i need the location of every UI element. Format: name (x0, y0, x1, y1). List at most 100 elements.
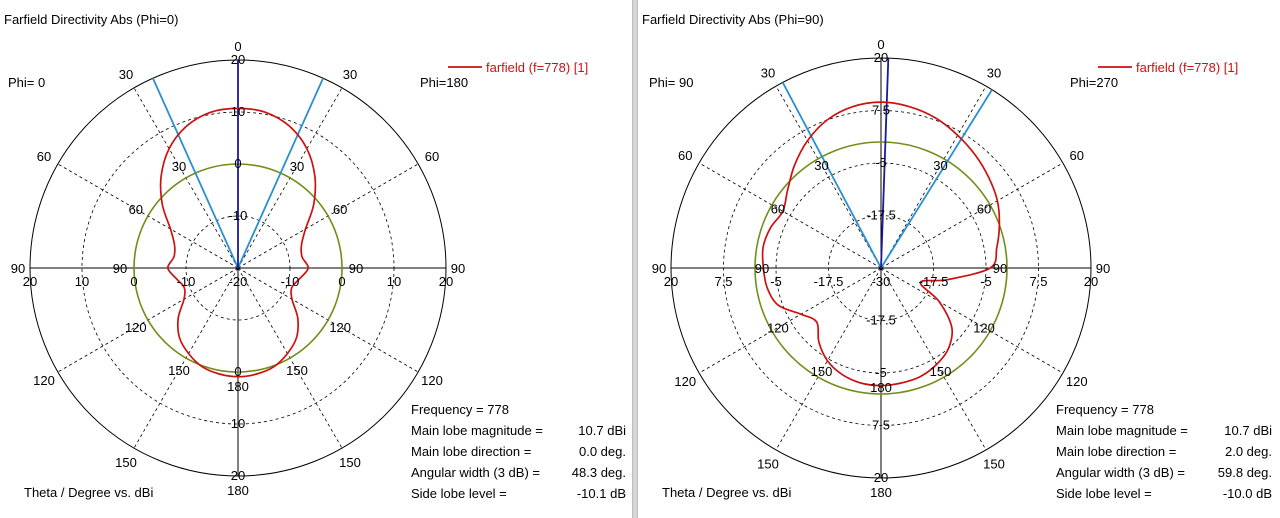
angle-label-150-right: 150 (983, 457, 1005, 472)
ring-tick-label-vertical: -10 (229, 208, 248, 223)
inner-angle-label-60-right: 60 (333, 202, 347, 217)
info-row-value: -10.1 dB (577, 486, 626, 501)
axis-label: Theta / Degree vs. dBi (24, 485, 153, 500)
inner-angle-label-150-right: 150 (286, 363, 308, 378)
grid-spoke (880, 162, 1064, 269)
ring-tick-label: -5 (770, 274, 782, 289)
angle-label-30-left: 30 (119, 67, 133, 82)
angle-label-120-right: 120 (421, 373, 443, 388)
polar-chart-phi0: Farfield Directivity Abs (Phi=0) 20 10 0 -10… (4, 12, 626, 501)
ring-tick-label-vertical: 20 (874, 470, 888, 485)
inner-angle-label-120-left: 120 (125, 320, 147, 335)
angle-label-30-right: 30 (343, 67, 357, 82)
inner-angle-label-120-right: 120 (973, 321, 995, 336)
angle-label-60-right: 60 (1069, 148, 1083, 163)
ring-tick-label-vertical: -5 (875, 365, 887, 380)
chart-title: Farfield Directivity Abs (Phi=0) (4, 12, 178, 27)
info-row-label: Main lobe magnitude = (411, 423, 543, 438)
angle-label-60-left: 60 (678, 148, 692, 163)
grid-spoke (775, 267, 882, 451)
ring-tick-label-vertical: 10 (231, 416, 245, 431)
ring-tick-label: -17.5 (919, 274, 949, 289)
info-row-value: 10.7 dBi (578, 423, 626, 438)
angle-label-150-left: 150 (115, 455, 137, 470)
beam-edge-line (880, 89, 993, 269)
phi-left-label: Phi= 90 (649, 75, 693, 90)
ring-tick-label: 7.5 (714, 274, 732, 289)
ring-tick-label-vertical: -17.5 (866, 313, 896, 328)
angle-label-180: 180 (227, 483, 249, 498)
grid-spoke (775, 85, 882, 269)
inner-angle-label-180: 180 (227, 379, 249, 394)
ring-tick-label: 20 (664, 274, 678, 289)
inner-angle-label-120-right: 120 (329, 320, 351, 335)
angle-label-120-right: 120 (1066, 374, 1088, 389)
info-row-value: 59.8 deg. (1218, 465, 1272, 480)
info-row-value: 10.7 dBi (1224, 423, 1272, 438)
pattern-series-line (761, 101, 1001, 387)
inner-angle-label-90-left: 90 (755, 261, 769, 276)
ring-tick-label-vertical: 20 (231, 52, 245, 67)
info-row-value: 48.3 deg. (572, 465, 626, 480)
ring-tick-label-vertical: 7.5 (872, 418, 890, 433)
info-row-value: 0.0 deg. (579, 444, 626, 459)
inner-angle-label-30-left: 30 (814, 158, 828, 173)
ring-tick-label: 10 (75, 274, 89, 289)
beam-edge-line (237, 77, 324, 269)
angle-label-30-left: 30 (761, 65, 775, 80)
ring-tick-label: 0 (130, 274, 137, 289)
phi-right-label: Phi=270 (1070, 75, 1118, 90)
ring-tick-label-vertical: 20 (231, 468, 245, 483)
info-row-label: Angular width (3 dB) = (411, 465, 540, 480)
angle-label-90-right: 90 (1096, 261, 1110, 276)
ring-tick-label: -17.5 (814, 274, 844, 289)
farfield-panel-phi0: Farfield Directivity Abs (Phi=0) 20 10 0 -10… (0, 0, 632, 518)
info-row-label: Side lobe level = (1056, 486, 1152, 501)
inner-angle-label-150-right: 150 (930, 364, 952, 379)
grid-spoke (880, 85, 987, 269)
ring-tick-label: 20 (1084, 274, 1098, 289)
angle-label-90-left: 90 (652, 261, 666, 276)
inner-angle-label-30-right: 30 (933, 158, 947, 173)
ring-tick-label-vertical: 7.5 (872, 103, 890, 118)
phi-left-label: Phi= 0 (8, 75, 45, 90)
ring-tick-label: 0 (338, 274, 345, 289)
ring-tick-label-vertical: -17.5 (866, 208, 896, 223)
angle-label-120-left: 120 (33, 373, 55, 388)
reference-circle (754, 141, 1008, 395)
panel-divider[interactable] (632, 0, 638, 518)
ring-tick-label: 10 (387, 274, 401, 289)
angle-label-90-right: 90 (451, 261, 465, 276)
inner-angle-label-150-left: 150 (168, 363, 190, 378)
inner-angle-label-90-right: 90 (349, 261, 363, 276)
beam-edge-line (152, 77, 239, 269)
info-frequency: Frequency = 778 (1056, 402, 1154, 417)
info-row-value: -10.0 dB (1223, 486, 1272, 501)
inner-angle-label-90-right: 90 (993, 261, 1007, 276)
legend-label: farfield (f=778) [1] (486, 60, 588, 75)
ring-tick-label: -10 (177, 274, 196, 289)
info-row-value: 2.0 deg. (1225, 444, 1272, 459)
chart-title: Farfield Directivity Abs (Phi=90) (642, 12, 824, 27)
info-row-label: Main lobe direction = (1056, 444, 1176, 459)
ring-tick-label-vertical: 20 (874, 50, 888, 65)
angle-label-150-left: 150 (757, 457, 779, 472)
ring-tick-label: 7.5 (1029, 274, 1047, 289)
angle-label-180: 180 (870, 485, 892, 500)
grid-spoke (880, 267, 1064, 374)
beam-edge-line (781, 81, 882, 269)
ring-tick-label-vertical: -5 (875, 155, 887, 170)
axis-label: Theta / Degree vs. dBi (662, 485, 791, 500)
angle-label-60-right: 60 (425, 149, 439, 164)
ring-tick-label: -10 (281, 274, 300, 289)
angle-label-90-left: 90 (11, 261, 25, 276)
inner-angle-label-30-right: 30 (290, 159, 304, 174)
info-row-label: Side lobe level = (411, 486, 507, 501)
farfield-panel-phi90: Farfield Directivity Abs (Phi=90) 20 7.5 -5… (638, 0, 1280, 518)
info-row-label: Main lobe magnitude = (1056, 423, 1188, 438)
inner-angle-label-60-left: 60 (771, 202, 785, 217)
ring-tick-label: 20 (23, 274, 37, 289)
polar-chart-phi90: Farfield Directivity Abs (Phi=90) 20 7.5 -5… (642, 12, 1272, 501)
grid-spoke (880, 267, 987, 451)
angle-label-0: 0 (234, 39, 241, 54)
